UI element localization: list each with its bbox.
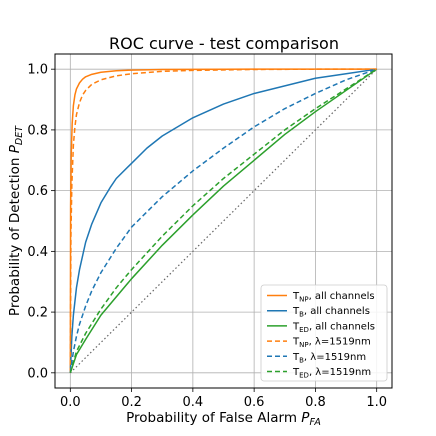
- x-tick-label: 0.6: [244, 395, 265, 410]
- x-axis-title-sub: FA: [309, 417, 320, 428]
- x-tick-label: 0.8: [305, 395, 326, 410]
- x-tick-label: 0.2: [121, 395, 142, 410]
- y-axis-title-sub: DET: [14, 125, 25, 145]
- series-line-5: [69, 68, 378, 374]
- legend-label: TED, all channels: [292, 321, 375, 334]
- x-tick-label: 1.0: [366, 395, 387, 410]
- y-tick-label: 1.0: [27, 63, 48, 78]
- series-line-4: [69, 68, 377, 373]
- plot-frame: [54, 53, 393, 389]
- x-axis-title: Probability of False Alarm PFA: [126, 410, 321, 428]
- legend-label: TED, λ=1519nm: [292, 367, 371, 380]
- ticks: 0.0 0.2 0.4 0.6 0.8 1.0 0.0 0.2 0.4 0.6 0.8 1.0: [27, 63, 387, 410]
- y-tick-label: 0.6: [27, 184, 48, 199]
- series-line-2: [69, 68, 378, 374]
- y-tick-label: 0.4: [27, 245, 48, 260]
- x-tick-label: 0.0: [60, 395, 81, 410]
- series-line-3: [69, 68, 377, 373]
- x-axis-title-main: Probability of False Alarm: [126, 410, 301, 426]
- chart-title: ROC curve - test comparison: [109, 34, 339, 53]
- series-layer: [69, 68, 378, 374]
- y-axis-title-var: P: [7, 144, 23, 153]
- grid: [55, 54, 392, 388]
- legend-label: TNP, λ=1519nm: [292, 337, 371, 350]
- legend-label: TB, λ=1519nm: [292, 352, 366, 365]
- y-tick-label: 0.8: [27, 123, 48, 138]
- legend: TNP, all channels TB, all channels TED, al…: [260, 284, 388, 382]
- x-tick-label: 0.4: [183, 395, 204, 410]
- legend-label: TNP, all channels: [292, 291, 375, 304]
- y-axis-title-main: Probability of Detection: [7, 153, 23, 316]
- series-line-1: [69, 68, 377, 373]
- y-axis-title: Probability of Detection PDET: [7, 125, 25, 316]
- legend-box: [260, 284, 388, 382]
- legend-label: TB, all channels: [292, 306, 370, 319]
- series-line-0: [69, 68, 377, 373]
- y-tick-label: 0.2: [27, 306, 48, 321]
- x-axis-title-var: P: [301, 410, 310, 426]
- y-tick-label: 0.0: [27, 366, 48, 381]
